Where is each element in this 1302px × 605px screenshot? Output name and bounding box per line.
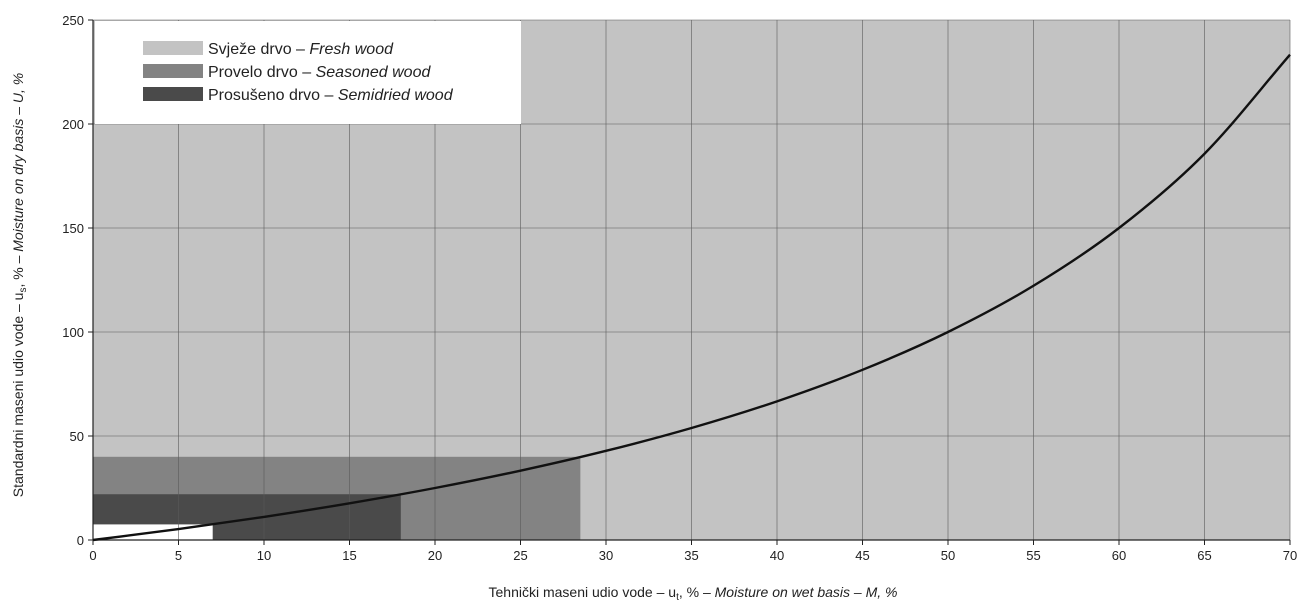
- x-tick-label-45: 45: [855, 548, 869, 563]
- y-tick-label-250: 250: [62, 13, 84, 28]
- legend: Svježe drvo – Fresh wood Provelo drvo – S…: [95, 21, 521, 124]
- x-tick-label-60: 60: [1112, 548, 1126, 563]
- x-tick-label-35: 35: [684, 548, 698, 563]
- legend-label-fresh-wood: Svježe drvo – Fresh wood: [208, 41, 394, 58]
- x-tick-label-20: 20: [428, 548, 442, 563]
- legend-label-semidried-wood: Prosušeno drvo – Semidried wood: [208, 87, 454, 104]
- legend-swatch-seasoned-wood: [143, 64, 203, 78]
- axes-layer: [88, 19, 1291, 545]
- curve-layer: [92, 53, 1291, 542]
- legend-label-english: Semidried wood: [338, 87, 454, 104]
- y-axis-title-english: Moisture on dry basis – U, %: [10, 73, 26, 252]
- x-tick-label-0: 0: [89, 548, 96, 563]
- x-tick-label-50: 50: [941, 548, 955, 563]
- y-axis-title-suffix: , % –: [10, 252, 26, 288]
- legend-label-local: Provelo drvo –: [208, 64, 316, 81]
- y-axis-title-subscript: s: [18, 288, 29, 293]
- x-axis-title: Tehnički maseni udio vode – ut, % – Mois…: [489, 584, 898, 603]
- y-axis-title-prefix: Standardni maseni udio vode – u: [10, 293, 26, 498]
- x-tick-label-55: 55: [1026, 548, 1040, 563]
- legend-swatch-semidried-wood: [143, 87, 203, 101]
- legend-label-english: Seasoned wood: [316, 64, 432, 81]
- x-axis-title-subscript: t: [676, 592, 679, 603]
- legend-label-seasoned-wood: Provelo drvo – Seasoned wood: [208, 64, 431, 81]
- tick-labels-layer: 0 5 10 15 20 25 30 35 40 45 50 55 60 65 70 0 50 100 150 200…: [62, 13, 1297, 563]
- y-axis-title: Standardni maseni udio vode – us, % – Mo…: [10, 73, 29, 497]
- x-axis-title-suffix: , % –: [679, 584, 715, 600]
- series-curve-1: [92, 53, 1291, 542]
- x-axis-title-prefix: Tehnički maseni udio vode – u: [489, 584, 677, 600]
- x-tick-label-5: 5: [175, 548, 182, 563]
- legend-swatch-fresh-wood: [143, 41, 203, 55]
- legend-label-local: Svježe drvo –: [208, 41, 309, 58]
- x-tick-label-15: 15: [342, 548, 356, 563]
- x-tick-label-10: 10: [257, 548, 271, 563]
- legend-label-english: Fresh wood: [309, 41, 394, 58]
- y-tick-label-100: 100: [62, 325, 84, 340]
- x-tick-label-25: 25: [513, 548, 527, 563]
- x-tick-label-30: 30: [599, 548, 613, 563]
- y-tick-label-50: 50: [70, 429, 84, 444]
- x-tick-label-65: 65: [1197, 548, 1211, 563]
- y-tick-label-200: 200: [62, 117, 84, 132]
- legend-label-local: Prosušeno drvo –: [208, 87, 338, 104]
- y-tick-label-150: 150: [62, 221, 84, 236]
- y-tick-label-0: 0: [77, 533, 84, 548]
- x-tick-label-40: 40: [770, 548, 784, 563]
- x-tick-label-70: 70: [1283, 548, 1297, 563]
- x-axis-title-english: Moisture on wet basis – M, %: [715, 584, 898, 600]
